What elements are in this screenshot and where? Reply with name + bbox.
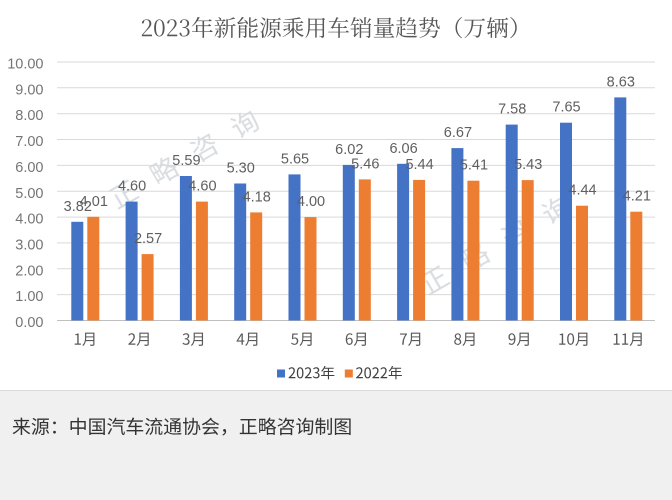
svg-text:3.82: 3.82 — [64, 199, 92, 215]
svg-text:6.02: 6.02 — [335, 142, 363, 158]
svg-text:2.00: 2.00 — [15, 263, 43, 279]
svg-text:5.00: 5.00 — [15, 186, 43, 202]
svg-text:7.00: 7.00 — [15, 134, 43, 150]
svg-text:0.00: 0.00 — [15, 315, 43, 331]
svg-text:5.59: 5.59 — [172, 153, 200, 169]
svg-text:5.65: 5.65 — [281, 151, 309, 167]
svg-text:7.58: 7.58 — [498, 102, 526, 118]
svg-text:5.44: 5.44 — [405, 157, 433, 173]
svg-text:4.01: 4.01 — [80, 194, 108, 210]
svg-text:3.00: 3.00 — [15, 237, 43, 253]
svg-text:4.44: 4.44 — [568, 183, 596, 199]
svg-text:2.57: 2.57 — [134, 231, 162, 247]
svg-text:4.60: 4.60 — [188, 179, 216, 195]
svg-text:4.18: 4.18 — [243, 189, 271, 205]
svg-text:5.30: 5.30 — [227, 161, 255, 177]
svg-text:9.00: 9.00 — [15, 82, 43, 98]
svg-text:5.43: 5.43 — [514, 157, 542, 173]
svg-text:7.65: 7.65 — [552, 100, 580, 116]
svg-text:4.60: 4.60 — [118, 179, 146, 195]
svg-text:4.21: 4.21 — [623, 189, 651, 205]
svg-text:10.00: 10.00 — [7, 57, 43, 73]
svg-text:6.06: 6.06 — [389, 141, 417, 157]
svg-text:8.00: 8.00 — [15, 108, 43, 124]
svg-text:5.46: 5.46 — [351, 156, 379, 172]
svg-text:5.41: 5.41 — [460, 158, 488, 174]
svg-text:8.63: 8.63 — [607, 74, 635, 90]
svg-text:6.67: 6.67 — [444, 125, 472, 141]
svg-text:1.00: 1.00 — [15, 289, 43, 305]
svg-text:6.00: 6.00 — [15, 160, 43, 176]
svg-text:4.00: 4.00 — [297, 194, 325, 210]
svg-text:4.00: 4.00 — [15, 212, 43, 228]
